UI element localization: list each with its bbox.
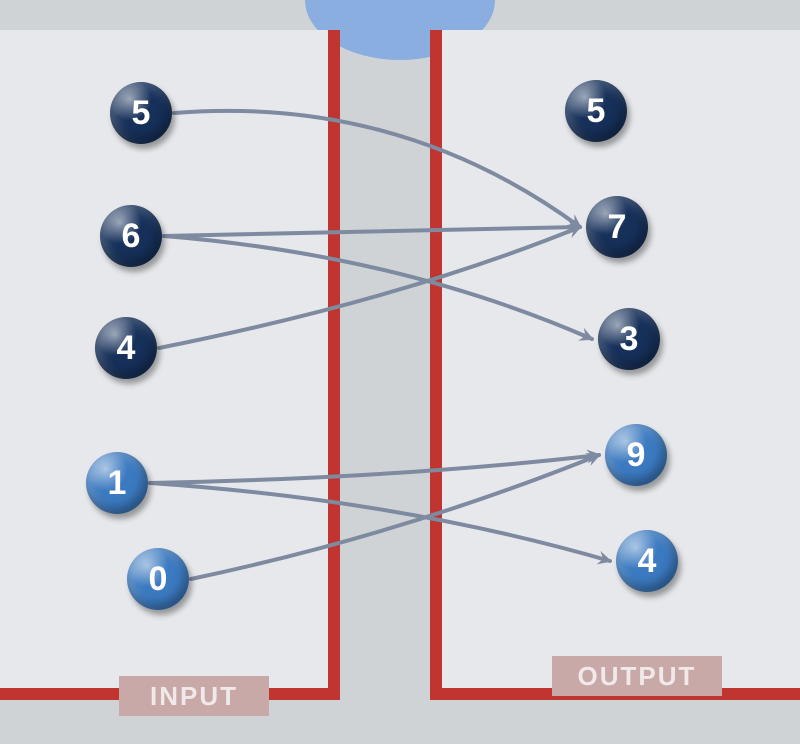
input-ball-5: 5 (110, 82, 172, 144)
input-label-text: INPUT (150, 681, 238, 711)
output-ball-9: 9 (605, 424, 667, 486)
output-ball-value: 3 (620, 320, 639, 359)
output-ball-value: 7 (608, 208, 627, 247)
input-ball-4: 4 (95, 317, 157, 379)
output-ball-value: 5 (587, 92, 606, 131)
output-ball-7: 7 (586, 196, 648, 258)
output-ball-value: 4 (638, 542, 657, 581)
input-ball-6: 6 (100, 205, 162, 267)
diagram-canvas: 5 6 4 1 0 5 7 3 9 4 INPUT OUTPUT (0, 0, 800, 744)
output-label-text: OUTPUT (578, 661, 697, 691)
output-label: OUTPUT (552, 656, 722, 696)
input-label: INPUT (119, 676, 269, 716)
output-ball-3: 3 (598, 308, 660, 370)
input-ball-value: 5 (132, 94, 151, 133)
output-ball-5: 5 (565, 80, 627, 142)
input-ball-1: 1 (86, 452, 148, 514)
input-ball-value: 4 (117, 329, 136, 368)
output-ball-4: 4 (616, 530, 678, 592)
input-ball-value: 6 (122, 217, 141, 256)
input-ball-value: 0 (149, 560, 168, 599)
output-ball-value: 9 (627, 436, 646, 475)
balls-layer: 5 6 4 1 0 5 7 3 9 4 (0, 0, 800, 744)
input-ball-value: 1 (108, 464, 127, 503)
input-ball-0: 0 (127, 548, 189, 610)
